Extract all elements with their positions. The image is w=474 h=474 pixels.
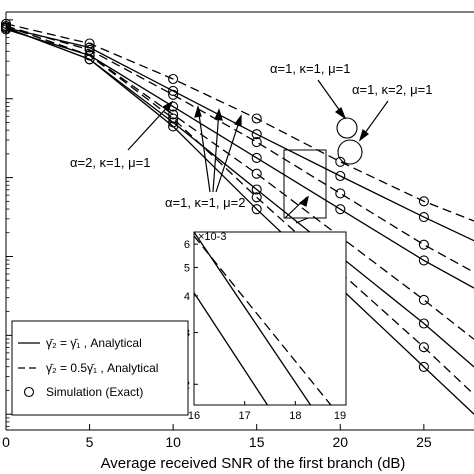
series-5-marker-5	[418, 294, 429, 305]
series-1-marker-4	[335, 156, 346, 167]
series-0-marker-4	[335, 170, 346, 182]
series-3-marker-5	[418, 239, 429, 250]
arrowhead-a1k2m1	[358, 128, 369, 142]
series-4-marker-2	[168, 117, 179, 128]
x-tick-label-0: 0	[2, 434, 10, 450]
highlight-circle-lower	[337, 139, 363, 165]
arrowhead-a1k1m2-b	[214, 108, 223, 121]
inset-x-tick-label-3: 19	[334, 410, 346, 422]
series-1-marker-1	[84, 38, 95, 49]
annotation-a1-k1-m1: α=1, κ=1, μ=1	[270, 61, 350, 76]
x-axis-label: Average received SNR of the first branch…	[101, 455, 406, 472]
series-6-marker-3	[251, 204, 262, 215]
legend-marker-circle	[23, 386, 35, 398]
inset-y-tick-label-0: 6	[184, 239, 190, 251]
legend-label-simulation: Simulation (Exact)	[46, 385, 143, 399]
series-6-marker-2	[168, 121, 179, 132]
arrow-a2k1m1	[127, 101, 173, 151]
series-5-marker-3	[251, 168, 262, 179]
inset-series-line-2	[193, 292, 269, 406]
series-0-marker-3	[251, 129, 262, 140]
x-tick-label-1: 5	[86, 434, 94, 450]
series-7-marker-3	[251, 192, 262, 203]
series-7-marker-5	[418, 342, 429, 353]
arrow-to-inset	[295, 217, 309, 224]
series-3-marker-4	[335, 188, 346, 199]
series-6-marker-1	[84, 54, 95, 65]
series-line-3	[5, 25, 474, 273]
arrowhead-a1k1m2-c	[234, 114, 242, 127]
series-7-marker-1	[84, 50, 95, 61]
inset-y-tick-label-2: 4	[184, 291, 190, 303]
x-tick-label-4: 20	[332, 434, 348, 450]
markers-layer	[0, 18, 429, 372]
x-tick-label-3: 15	[249, 434, 265, 450]
series-0-marker-2	[168, 85, 179, 96]
arrow-a1k1m2-b	[212, 109, 220, 193]
series-line-7	[5, 25, 474, 395]
x-tick-label-5: 25	[416, 434, 432, 450]
inset-frame	[193, 231, 347, 406]
series-0-marker-1	[84, 42, 95, 53]
annotation-a2-k1-m1: α=2, κ=1, μ=1	[70, 155, 150, 170]
highlight-circle-upper	[336, 117, 358, 139]
legend-label-solid: γ̄₂ = γ̄₁ , Analytical	[46, 336, 142, 350]
annotation-a1-k2-m1: α=1, κ=2, μ=1	[352, 82, 432, 97]
legend-label-dashed: γ̄₂ = 0.5γ̄₁ , Analytical	[46, 361, 158, 375]
arrow-zoom-line	[284, 196, 308, 219]
series-1-marker-2	[168, 73, 179, 85]
arrowhead-a1k1m1	[334, 107, 347, 120]
arrow-a1k1m2-a	[197, 106, 211, 193]
legend: γ̄₂ = γ̄₁ , Analytical γ̄₂ = 0.5γ̄₁ , An…	[11, 320, 189, 416]
inset-x-tick-label-1: 17	[239, 410, 251, 422]
series-2-marker-5	[418, 255, 429, 266]
arrow-a1k1m2-c	[215, 115, 242, 193]
inset-y-tick-label-1: 5	[184, 262, 190, 274]
arrowhead-a2k1m1	[161, 100, 174, 112]
series-3-marker-2	[168, 89, 179, 100]
zoom-region-box	[283, 149, 327, 219]
series-7-marker-2	[168, 113, 179, 124]
series-6-marker-5	[418, 361, 429, 372]
series-4-marker-3	[251, 184, 262, 195]
series-4-marker-5	[418, 318, 429, 329]
inset-exponent-label: ×10-3	[198, 231, 226, 243]
legend-box	[11, 320, 189, 416]
inset-x-tick-label-2: 18	[289, 410, 301, 422]
inset-plot: 1617181965432 ×10-3	[184, 231, 347, 422]
annotation-arrows	[127, 79, 389, 224]
annotation-a1-k1-m2: α=1, κ=1, μ=2	[165, 195, 245, 210]
series-line-6	[5, 27, 474, 415]
x-tick-label-2: 10	[165, 434, 181, 450]
series-3-marker-3	[251, 137, 262, 148]
inset-x-tick-label-0: 16	[188, 410, 200, 422]
series-2-marker-4	[335, 204, 346, 215]
inset-series-line-1	[193, 235, 332, 406]
series-1-marker-5	[418, 196, 429, 207]
series-1-marker-3	[251, 113, 262, 124]
series-0-marker-5	[418, 212, 429, 223]
annotations-layer: α=1, κ=1, μ=1 α=1, κ=2, μ=1 α=2, κ=1, μ=…	[70, 61, 432, 224]
inset-curves	[193, 231, 332, 406]
axes-layer: 0 5 10 15 20 25	[2, 11, 474, 450]
series-5-marker-2	[168, 109, 179, 120]
arrowhead-a1k1m2-a	[194, 105, 202, 118]
series-2-marker-3	[251, 152, 262, 163]
